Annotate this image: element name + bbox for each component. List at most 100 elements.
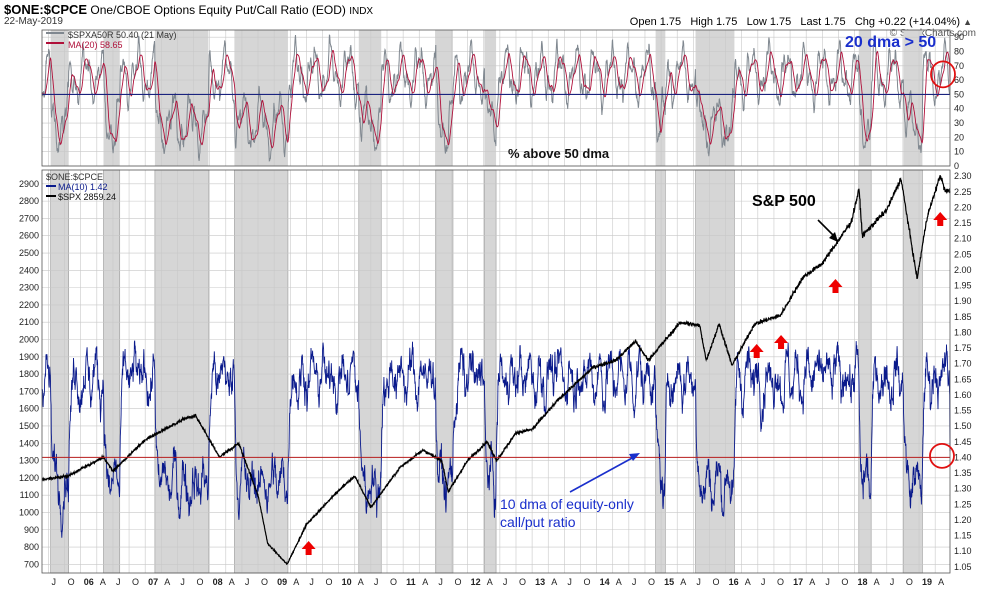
lower-left-ytick-2800: 2800 (19, 196, 39, 206)
lower-left-ytick-900: 900 (24, 525, 39, 535)
lower-left-ytick-2100: 2100 (19, 317, 39, 327)
stockcharts-brand: © StockCharts.com (889, 28, 976, 39)
x-tick-35: A (616, 577, 622, 587)
x-tick-46: 17 (793, 577, 803, 587)
buy-signal-arrow-4 (828, 279, 843, 293)
lower-right-ytick-1.30: 1.30 (954, 484, 972, 494)
legend-swatch-ratio (46, 185, 56, 187)
x-tick-3: A (100, 577, 106, 587)
annotation-callput-2: call/put ratio (500, 514, 576, 530)
lower-left-ytick-700: 700 (24, 559, 39, 569)
x-tick-7: A (164, 577, 170, 587)
x-tick-27: A (487, 577, 493, 587)
lower-right-ytick-1.60: 1.60 (954, 390, 972, 400)
lower-left-ytick-2700: 2700 (19, 213, 39, 223)
x-tick-32: J (567, 577, 572, 587)
lower-left-ytick-1600: 1600 (19, 404, 39, 414)
shade-upper-2 (103, 30, 120, 166)
lower-right-ytick-2.15: 2.15 (954, 218, 972, 228)
lower-right-ytick-1.45: 1.45 (954, 437, 972, 447)
spx-line (41, 175, 951, 566)
callput-pointer-line (569, 456, 635, 493)
x-tick-10: 08 (213, 577, 223, 587)
lower-left-ytick-1000: 1000 (19, 507, 39, 517)
x-tick-47: A (809, 577, 815, 587)
ohlc-readout: Open 1.75 High 1.75 Low 1.75 Last 1.75 C… (630, 17, 972, 28)
lower-left-ytick-1900: 1900 (19, 352, 39, 362)
x-tick-39: A (680, 577, 686, 587)
legend-ma20: MA(20) 58.65 (68, 40, 123, 50)
chart-date: 22-May-2019 (4, 16, 63, 27)
lower-right-ytick-2.30: 2.30 (954, 171, 972, 181)
x-tick-48: J (825, 577, 830, 587)
x-tick-38: 15 (664, 577, 674, 587)
callput-pointer-head (629, 453, 640, 461)
x-tick-34: 14 (600, 577, 610, 587)
lower-right-ytick-2.10: 2.10 (954, 234, 972, 244)
legend-swatch-spx (46, 195, 56, 197)
lower-right-ytick-2.25: 2.25 (954, 187, 972, 197)
x-tick-26: 12 (471, 577, 481, 587)
lower-left-ytick-1800: 1800 (19, 369, 39, 379)
upper-ytick-0: 0 (954, 161, 959, 171)
lower-left-ytick-2900: 2900 (19, 179, 39, 189)
lower-left-ytick-800: 800 (24, 542, 39, 552)
upper-ytick-40: 40 (954, 104, 964, 114)
lower-right-ytick-1.40: 1.40 (954, 452, 972, 462)
lower-panel-frame (41, 169, 951, 574)
x-tick-40: J (696, 577, 701, 587)
buy-signal-arrow-5 (933, 212, 948, 226)
x-tick-30: 13 (535, 577, 545, 587)
lower-right-ytick-1.90: 1.90 (954, 296, 972, 306)
upper-ytick-90: 90 (954, 32, 964, 42)
shade-upper-7 (484, 30, 497, 166)
x-tick-8: J (180, 577, 185, 587)
x-tick-31: A (551, 577, 557, 587)
lower-left-ytick-2500: 2500 (19, 248, 39, 258)
x-tick-19: A (358, 577, 364, 587)
x-tick-14: 09 (277, 577, 287, 587)
highlight-circle-upper (930, 60, 956, 89)
lower-right-ytick-1.05: 1.05 (954, 562, 972, 572)
x-tick-49: O (841, 577, 848, 587)
x-tick-20: J (374, 577, 379, 587)
lower-right-ytick-1.15: 1.15 (954, 531, 972, 541)
lower-left-ytick-1400: 1400 (19, 438, 39, 448)
change-up-icon: ▲ (963, 17, 972, 27)
highlight-circle-lower (929, 442, 955, 469)
lower-left-ytick-2300: 2300 (19, 283, 39, 293)
x-tick-51: A (874, 577, 880, 587)
upper-ytick-80: 80 (954, 46, 964, 56)
x-tick-21: O (390, 577, 397, 587)
buy-signal-arrow-3 (774, 335, 789, 349)
lower-right-ytick-1.65: 1.65 (954, 374, 972, 384)
x-tick-16: J (309, 577, 314, 587)
x-tick-52: J (890, 577, 895, 587)
x-tick-33: O (583, 577, 590, 587)
legend-swatch-breadth (46, 32, 64, 34)
shade-upper-9 (695, 30, 735, 166)
x-tick-0: J (51, 577, 56, 587)
annotation-20dma: 20 dma > 50 (845, 34, 936, 51)
shade-upper-10 (858, 30, 872, 166)
legend-swatch-ma20 (46, 42, 64, 44)
lower-right-ytick-1.35: 1.35 (954, 468, 972, 478)
x-tick-23: A (422, 577, 428, 587)
legend-breadth: $SPXA50R 50.40 (21 May) (68, 30, 177, 40)
x-tick-13: O (261, 577, 268, 587)
lower-right-ytick-1.10: 1.10 (954, 546, 972, 556)
x-tick-29: O (519, 577, 526, 587)
x-tick-11: A (229, 577, 235, 587)
annotation-pct-above-50dma: % above 50 dma (508, 146, 610, 161)
upper-panel: 0 10 20 30 40 50 60 70 80 90 $SPXA50R 50.40 (21 Ma… (41, 29, 964, 171)
x-tick-15: A (293, 577, 299, 587)
x-tick-53: O (906, 577, 913, 587)
x-tick-17: O (326, 577, 333, 587)
sp500-pointer-head (829, 232, 838, 242)
callput-ratio-line (41, 340, 951, 538)
symbol: $ONE:$CPCE (4, 2, 88, 17)
upper-ytick-10: 10 (954, 147, 964, 157)
lower-left-ytick-1500: 1500 (19, 421, 39, 431)
x-tick-45: O (777, 577, 784, 587)
lower-right-ytick-2.05: 2.05 (954, 249, 972, 259)
